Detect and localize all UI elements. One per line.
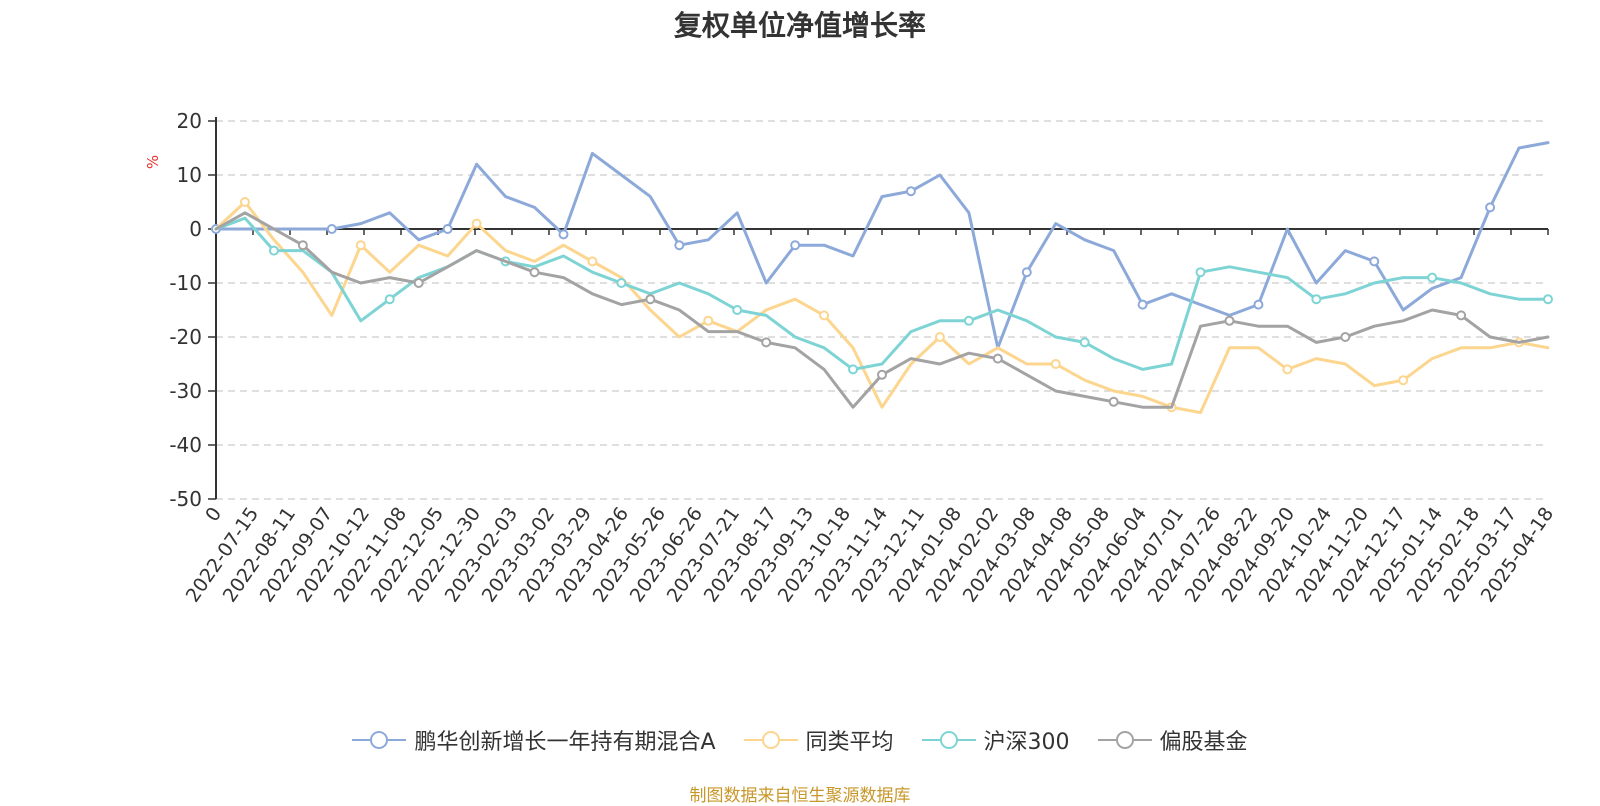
data-point [703,315,714,326]
x-tick-label: 0 [201,503,226,526]
data-point [1282,364,1293,375]
data-point [905,186,916,197]
data-point [1485,202,1496,213]
series-lines [211,141,1553,415]
data-point [1079,337,1090,348]
data-point [413,278,424,288]
series-line [214,216,1550,371]
y-tick-label: 20 [177,109,202,133]
data-point [877,369,887,380]
data-point [934,332,945,342]
data-point [732,305,743,315]
legend-item[interactable]: 鹏华创新增长一年持有期混合A [352,724,716,756]
data-point [587,256,598,267]
data-point [355,240,366,251]
data-point [963,315,974,326]
data-point [1456,310,1467,321]
series-line [214,200,1550,415]
data-point [1398,375,1409,386]
legend: 鹏华创新增长一年持有期混合A 同类平均 沪深300 偏股基金 [0,724,1600,756]
data-point [848,364,859,375]
data-point [1195,267,1206,278]
y-axis-label: % [144,155,162,169]
legend-item[interactable]: 同类平均 [743,724,894,756]
data-point [1050,359,1061,369]
y-tick-label: 0 [189,217,202,241]
legend-swatch-icon [1097,731,1152,749]
data-point [616,278,627,288]
data-point [1543,294,1553,305]
y-tick-label: -10 [169,271,202,295]
legend-item[interactable]: 偏股基金 [1097,724,1248,756]
data-point [529,267,540,278]
legend-swatch-icon [743,731,798,749]
data-point [384,294,395,305]
data-point [674,240,685,251]
chart-title: 复权单位净值增长率 [673,9,926,42]
data-point [268,245,279,256]
legend-label: 偏股基金 [1159,730,1248,755]
y-tick-label: -30 [169,379,202,403]
axes: 20100-10-20-30-40-5002022-07-152022-08-1… [169,109,1558,606]
data-point [239,197,250,207]
series-line [214,141,1550,350]
y-tick-label: -50 [169,487,202,511]
legend-label: 同类平均 [805,730,894,755]
data-point [297,240,308,251]
data-point [1311,294,1322,305]
data-point [471,218,482,229]
data-point [1427,272,1438,283]
data-point [645,294,656,305]
data-point [790,240,801,251]
data-point [1137,299,1148,310]
data-point [1253,299,1264,310]
data-point [819,310,830,321]
data-point [992,353,1003,364]
data-point [1021,267,1032,278]
data-point [1340,332,1351,342]
data-point [1224,315,1235,326]
y-tick-label: 10 [177,163,202,187]
data-point [761,337,772,348]
legend-swatch-icon [921,731,976,749]
legend-swatch-icon [352,731,407,749]
data-point [1369,256,1380,267]
y-tick-label: -40 [169,433,202,457]
data-point [442,224,453,234]
data-point [558,229,569,240]
grid-lines [216,120,1548,500]
legend-label: 鹏华创新增长一年持有期混合A [414,730,716,755]
legend-label: 沪深300 [983,730,1070,755]
y-tick-label: -20 [169,325,202,349]
data-point [326,224,337,234]
data-point [1108,396,1119,407]
legend-item[interactable]: 沪深300 [921,724,1070,756]
source-note: 制图数据来自恒生聚源数据库 [689,786,911,806]
